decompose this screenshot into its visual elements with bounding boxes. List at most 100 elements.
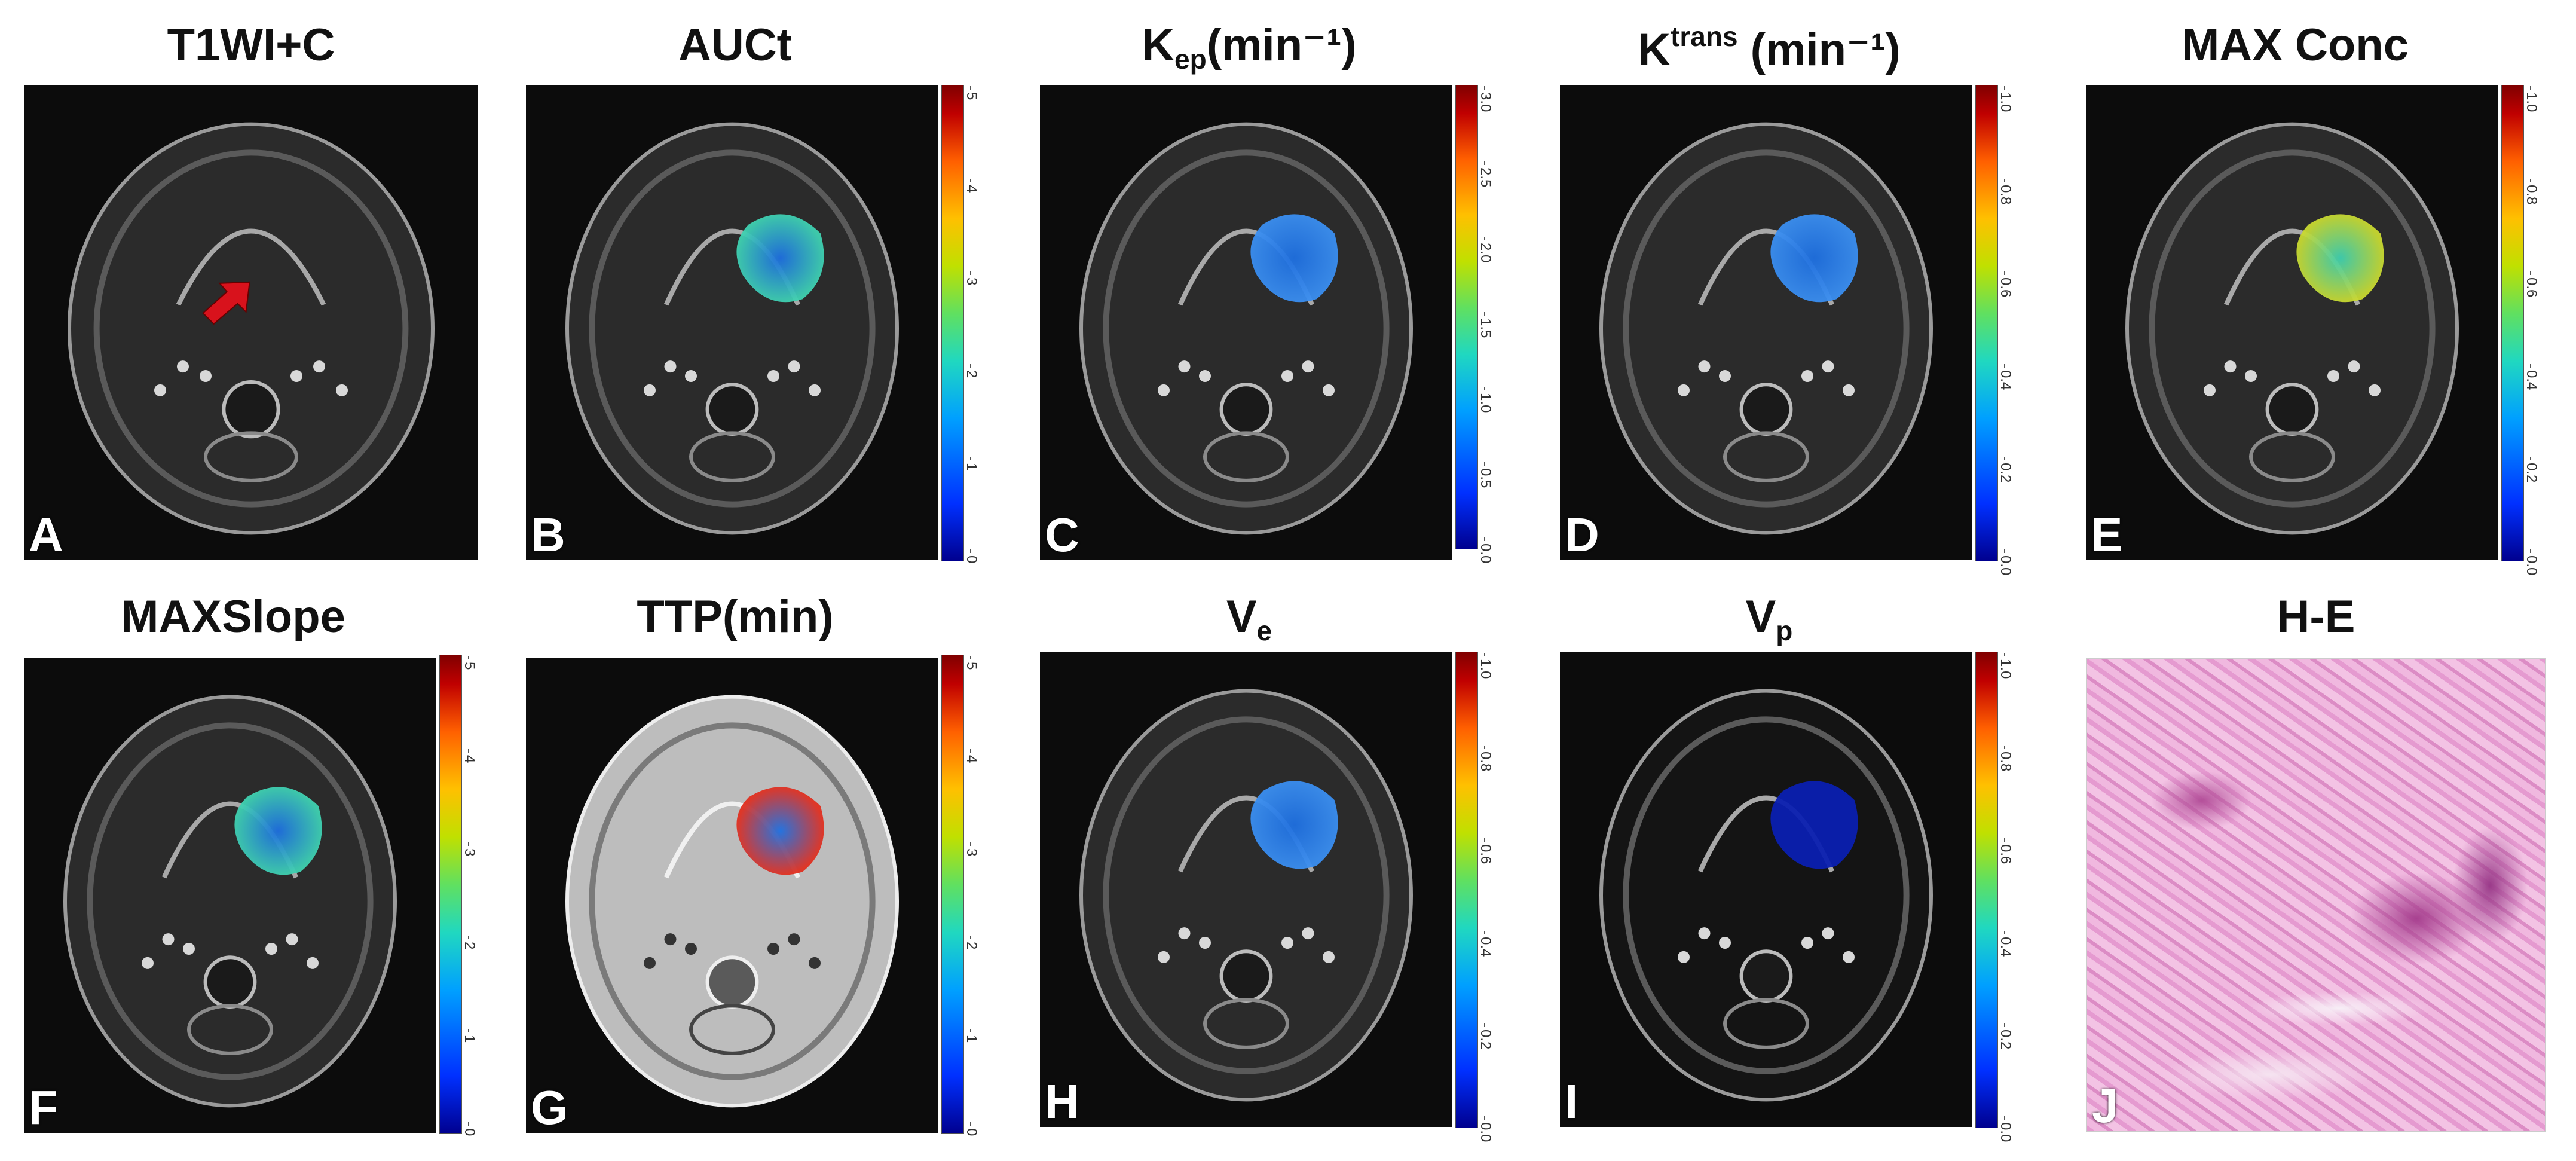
mri-slice-drawing: [1599, 122, 1933, 535]
colorbar-tick-label: 0: [963, 555, 980, 564]
colorbar-tick-label: 4: [963, 185, 980, 193]
colorbar-tick-label: 1: [963, 463, 980, 471]
panel-letter-b: B: [531, 508, 565, 560]
panel-title-f: MAXSlope: [121, 591, 345, 642]
colorbar-tick-label: 0.4: [2523, 370, 2540, 390]
colorbar-tick-label: 1.0: [2523, 92, 2540, 112]
panel-letter-f: F: [29, 1081, 58, 1133]
panel-letter-j: J: [2092, 1079, 2119, 1132]
colorbar-tick-label: 3: [461, 848, 478, 857]
colorbar-tick-label: 3: [963, 848, 980, 857]
panel-title-g: TTP(min): [637, 591, 834, 642]
panel-letter-i: I: [1565, 1075, 1578, 1127]
colorbar-tick-label: 4: [963, 755, 980, 763]
tumor-overlay: [1250, 781, 1338, 869]
colorbar-tick-label: 0.0: [2523, 555, 2540, 576]
colorbar-tick-label: 2: [963, 370, 980, 378]
colorbar-tick-label: 0.0: [1997, 555, 2014, 576]
panel-letter-a: A: [29, 508, 63, 560]
panel-e-maxconc-map: E: [2086, 85, 2498, 560]
colorbar-tick-label: 0: [963, 1128, 980, 1136]
colorbar-tick-label: 3: [963, 277, 980, 286]
panel-b-auct-map: B: [526, 85, 938, 560]
panel-title-e: MAX Conc: [2182, 20, 2409, 71]
panel-a-t1wi-image: A: [24, 85, 478, 560]
colorbar-tick-label: 1.0: [1997, 659, 2014, 679]
colorbar-tick-label: 1: [461, 1035, 478, 1043]
tumor-overlay: [1250, 214, 1338, 303]
panel-letter-c: C: [1045, 508, 1079, 560]
colorbar-tick-label: 4: [461, 755, 478, 763]
colorbar-tick-label: 0.6: [1997, 844, 2014, 864]
colorbar-tick-label: 0.8: [1997, 751, 2014, 772]
colorbar-tick-label: 0.6: [1477, 844, 1494, 864]
colorbar-tick-label: 0.2: [2523, 463, 2540, 483]
tumor-overlay: [234, 787, 322, 875]
panel-title-a: T1WI+C: [167, 20, 335, 71]
panel-title-c: Kep(min⁻¹): [1142, 20, 1357, 75]
colorbar-tick-label: 0.8: [1997, 185, 2014, 205]
colorbar-tick-label: 1.0: [1477, 659, 1494, 679]
panel-j-histology-image: J: [2086, 658, 2546, 1132]
mri-slice-drawing: [63, 695, 397, 1108]
panel-i-vp-map: I: [1560, 652, 1972, 1127]
colorbar-f: [439, 655, 462, 1134]
colorbar-e: [2501, 85, 2524, 561]
colorbar-tick-label: 0.0: [1477, 1122, 1494, 1142]
colorbar-tick-label: 5: [963, 92, 980, 100]
mri-slice-drawing: [68, 122, 435, 535]
panel-title-b: AUCt: [678, 20, 792, 71]
colorbar-tick-label: 3.0: [1477, 92, 1494, 112]
colorbar-tick-label: 0.4: [1477, 937, 1494, 957]
colorbar-g: [941, 655, 964, 1134]
colorbar-tick-label: 0.2: [1477, 1029, 1494, 1050]
panel-f-maxslope-map: F: [24, 658, 436, 1133]
colorbar-tick-label: 2.0: [1477, 242, 1494, 263]
panel-letter-d: D: [1565, 508, 1599, 560]
colorbar-tick-label: 0.8: [2523, 185, 2540, 205]
tumor-overlay: [1770, 214, 1858, 303]
colorbar-tick-label: 2: [963, 942, 980, 950]
panel-g-ttp-map: G: [526, 658, 938, 1133]
mri-slice-drawing: [1079, 689, 1413, 1102]
colorbar-tick-label: 1.5: [1477, 317, 1494, 338]
colorbar-tick-label: 5: [461, 662, 478, 670]
colorbar-h: [1455, 652, 1478, 1128]
panel-title-h: Ve: [1226, 591, 1272, 646]
colorbar-tick-label: 2: [461, 942, 478, 950]
tumor-overlay: [2296, 214, 2384, 303]
panel-d-ktrans-map: D: [1560, 85, 1972, 560]
panel-letter-e: E: [2091, 508, 2123, 560]
colorbar-tick-label: 2.5: [1477, 167, 1494, 188]
tumor-overlay: [736, 214, 824, 303]
panel-letter-h: H: [1045, 1075, 1079, 1127]
panel-letter-g: G: [531, 1081, 568, 1133]
mri-slice-drawing: [2125, 122, 2459, 535]
mri-slice-drawing: [1599, 689, 1933, 1102]
panel-c-kep-map: C: [1040, 85, 1452, 560]
colorbar-tick-label: 0.6: [2523, 277, 2540, 298]
colorbar-tick-label: 0.0: [1477, 543, 1494, 564]
colorbar-i: [1975, 652, 1998, 1128]
colorbar-b: [941, 85, 964, 561]
lesion-arrow-icon: [202, 281, 250, 325]
colorbar-tick-label: 0.2: [1997, 1029, 2014, 1050]
colorbar-tick-label: 0.5: [1477, 468, 1494, 488]
colorbar-tick-label: 0.8: [1477, 751, 1494, 772]
panel-h-ve-map: H: [1040, 652, 1452, 1127]
mri-slice-drawing: [1079, 122, 1413, 535]
panel-title-i: Vp: [1745, 591, 1793, 646]
mri-slice-drawing: [565, 695, 899, 1108]
colorbar-tick-label: 1.0: [1997, 92, 2014, 112]
mri-slice-drawing: [565, 122, 899, 535]
colorbar-tick-label: 0.6: [1997, 277, 2014, 298]
colorbar-tick-label: 0: [461, 1128, 478, 1136]
colorbar-tick-label: 0.4: [1997, 937, 2014, 957]
colorbar-tick-label: 0.4: [1997, 370, 2014, 390]
colorbar-tick-label: 1.0: [1477, 393, 1494, 413]
colorbar-tick-label: 0.0: [1997, 1122, 2014, 1142]
colorbar-tick-label: 0.2: [1997, 463, 2014, 483]
colorbar-tick-label: 1: [963, 1035, 980, 1043]
colorbar-c: [1455, 85, 1478, 549]
tumor-overlay: [736, 787, 824, 875]
